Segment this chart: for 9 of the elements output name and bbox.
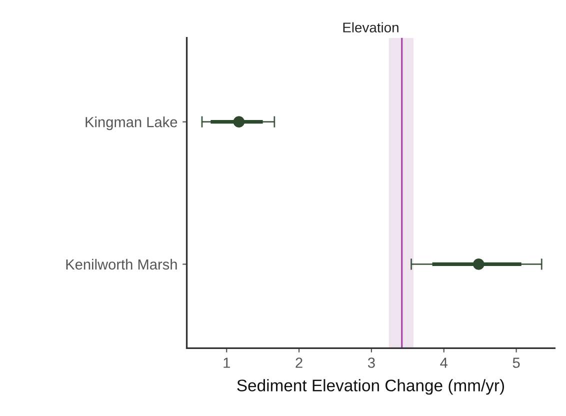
x-tick-label: 5 bbox=[512, 358, 520, 368]
chart-title: Elevation bbox=[343, 22, 398, 32]
y-tick-label: Kingman Lake bbox=[86, 116, 178, 130]
x-tick-label: 2 bbox=[296, 358, 302, 368]
x-tick-label: 4 bbox=[440, 358, 448, 368]
x-tick-label: 1 bbox=[224, 358, 230, 368]
x-axis-title: Sediment Elevation Change (mm/yr) bbox=[237, 379, 504, 395]
x-tick-label: 3 bbox=[368, 358, 375, 368]
y-tick-label: Kenilworth Marsh bbox=[66, 258, 177, 270]
